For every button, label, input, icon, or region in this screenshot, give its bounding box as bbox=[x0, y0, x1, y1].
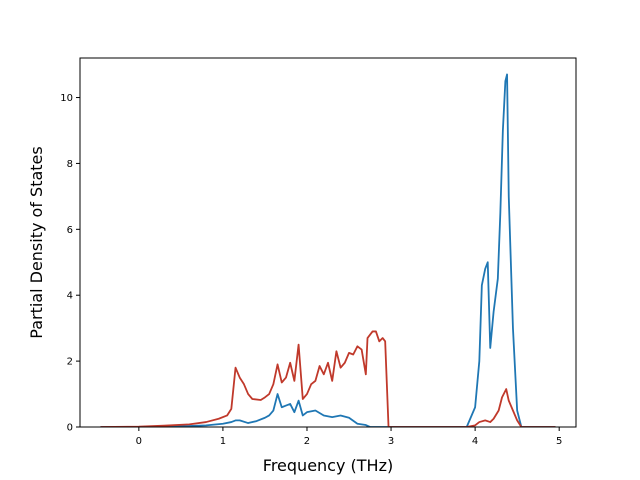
x-tick-label: 3 bbox=[388, 436, 394, 447]
y-tick-label: 6 bbox=[67, 225, 73, 236]
y-axis-label: Partial Density of States bbox=[27, 146, 46, 338]
series-line-1 bbox=[100, 73, 556, 427]
plot-frame bbox=[79, 57, 577, 428]
x-tick-label: 1 bbox=[220, 436, 226, 447]
y-tick-label: 8 bbox=[67, 159, 73, 170]
series-line-2 bbox=[100, 330, 556, 427]
axes-frame bbox=[79, 57, 577, 428]
y-tick-label: 10 bbox=[60, 93, 73, 104]
y-tick-label: 4 bbox=[67, 291, 73, 302]
x-tick-label: 5 bbox=[556, 436, 562, 447]
x-tick-label: 0 bbox=[136, 436, 142, 447]
y-tick-label: 0 bbox=[67, 423, 73, 434]
y-tick-label: 2 bbox=[67, 357, 73, 368]
x-tick-label: 4 bbox=[472, 436, 478, 447]
x-tick-label: 2 bbox=[304, 436, 310, 447]
y-axis-ticks: 0 2 4 6 8 10 bbox=[60, 93, 80, 434]
x-axis-ticks: 0 1 2 3 4 5 bbox=[136, 427, 562, 447]
series-group bbox=[100, 73, 556, 427]
x-axis-label: Frequency (THz) bbox=[263, 456, 393, 475]
